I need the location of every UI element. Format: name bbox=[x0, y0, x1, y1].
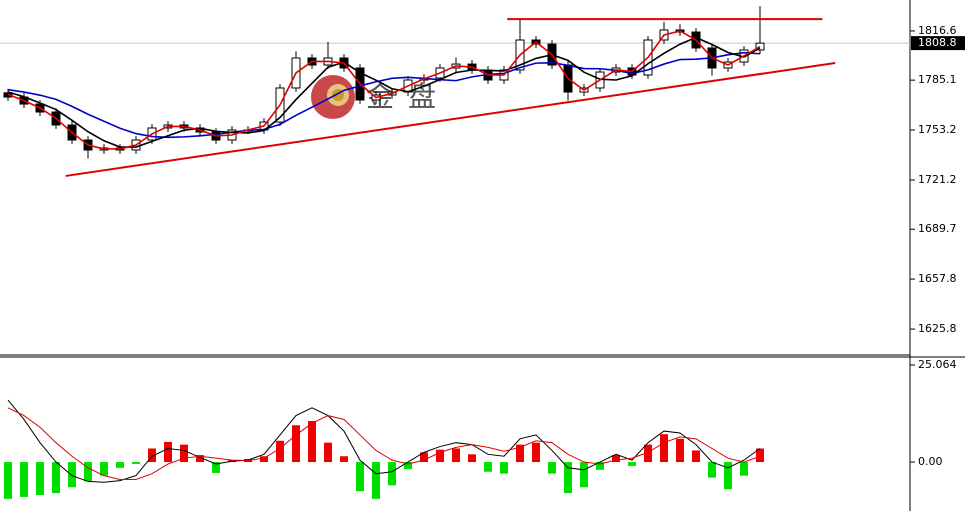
histogram-bar bbox=[180, 444, 188, 463]
histogram-bar bbox=[660, 434, 668, 463]
histogram-bar bbox=[580, 462, 588, 488]
histogram-bar bbox=[4, 462, 12, 499]
histogram-bar bbox=[436, 449, 444, 463]
histogram-bar bbox=[596, 462, 604, 470]
signal-line bbox=[7, 407, 761, 480]
moving-average bbox=[7, 30, 761, 150]
histogram-bar bbox=[132, 462, 140, 464]
histogram-bar bbox=[420, 452, 428, 463]
y-tick-label: 1657.8 bbox=[918, 272, 957, 285]
histogram-bar bbox=[196, 455, 204, 463]
histogram-bar bbox=[164, 441, 172, 463]
histogram-bar bbox=[692, 450, 700, 463]
y-tick-label: 1785.1 bbox=[918, 73, 957, 86]
histogram-bar bbox=[292, 425, 300, 463]
histogram-bar bbox=[340, 456, 348, 463]
histogram-bar bbox=[356, 462, 364, 492]
histogram-bar bbox=[84, 462, 92, 482]
histogram-bar bbox=[404, 462, 412, 470]
histogram-bar bbox=[468, 454, 476, 463]
histogram-bar bbox=[20, 462, 28, 497]
trend-line bbox=[65, 61, 836, 177]
histogram-bar bbox=[628, 462, 636, 466]
histogram-bar bbox=[516, 444, 524, 463]
moving-average bbox=[7, 36, 761, 148]
histogram-bar bbox=[36, 462, 44, 495]
histogram-bar bbox=[148, 448, 156, 463]
histogram-bar bbox=[276, 440, 284, 463]
histogram-bar bbox=[100, 462, 108, 476]
histogram-bar bbox=[452, 448, 460, 463]
histogram-bar bbox=[724, 462, 732, 490]
histogram-bar bbox=[308, 421, 316, 463]
y-tick-label: 0.00 bbox=[918, 455, 943, 468]
histogram-bar bbox=[388, 462, 396, 486]
y-tick-label: 1689.7 bbox=[918, 222, 957, 235]
histogram-bar bbox=[52, 462, 60, 494]
last-price-label: 1808.8 bbox=[918, 36, 957, 49]
histogram-bar bbox=[612, 455, 620, 463]
histogram-bar bbox=[500, 462, 508, 474]
y-tick-label: 25.064 bbox=[918, 358, 957, 371]
y-tick-label: 1625.8 bbox=[918, 322, 957, 335]
histogram-bar bbox=[676, 438, 684, 463]
histogram-bar bbox=[68, 462, 76, 488]
histogram-bar bbox=[756, 448, 764, 463]
last-price-box bbox=[911, 36, 965, 51]
histogram-bar bbox=[260, 456, 268, 463]
histogram-bar bbox=[324, 442, 332, 463]
histogram-bar bbox=[548, 462, 556, 474]
histogram-bar bbox=[116, 462, 124, 468]
histogram-bar bbox=[532, 442, 540, 463]
histogram-bar bbox=[644, 444, 652, 463]
y-tick-label: 1721.2 bbox=[918, 173, 957, 186]
y-tick-label: 1753.2 bbox=[918, 123, 957, 136]
histogram-bar bbox=[564, 462, 572, 494]
histogram-bar bbox=[372, 462, 380, 499]
histogram-bar bbox=[484, 462, 492, 472]
histogram-bar bbox=[708, 462, 716, 478]
histogram-bar bbox=[212, 462, 220, 473]
y-tick-label: 1816.6 bbox=[918, 24, 957, 37]
histogram-bar bbox=[740, 462, 748, 476]
